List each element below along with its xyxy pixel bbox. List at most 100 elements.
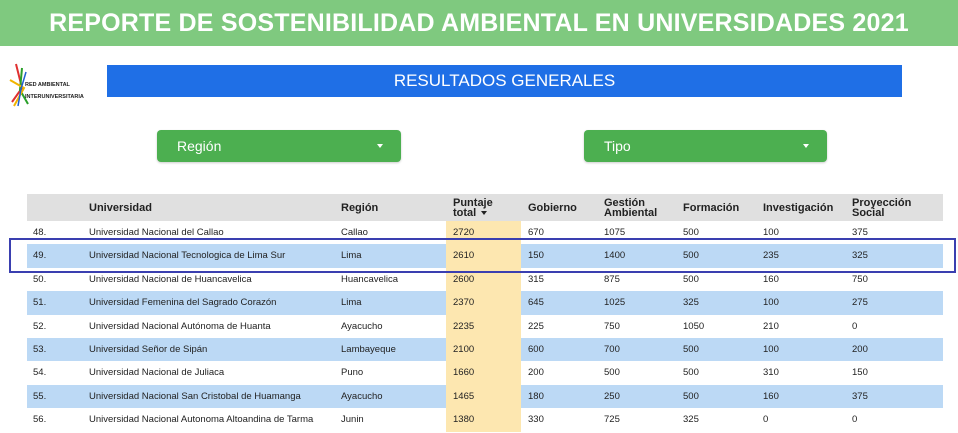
table-row[interactable]: 55. Universidad Nacional San Cristobal de… <box>27 384 943 409</box>
cell-puntaje: 2235 <box>453 320 475 332</box>
score-cell-background <box>446 244 521 268</box>
table-row[interactable]: 51. Universidad Femenina del Sagrado Cora… <box>27 291 943 315</box>
table-body: 48. Universidad Nacional del Callao Callao… <box>27 221 943 432</box>
cell-puntaje: 2610 <box>453 250 475 262</box>
table-row[interactable]: 53. Universidad Señor de Sipán Lambayeque 2… <box>27 337 943 362</box>
cell-gobierno: 315 <box>528 273 544 285</box>
cell-investigacion: 235 <box>763 250 779 262</box>
cell-puntaje: 1380 <box>453 414 475 426</box>
table-row[interactable]: 49. Universidad Nacional Tecnologica de L… <box>27 244 943 268</box>
table-row[interactable]: 54. Universidad Nacional de Juliaca Puno 16… <box>27 361 943 384</box>
cell-region: Ayacucho <box>341 320 383 332</box>
results-table: Universidad Región Puntaje total Gobiern… <box>27 194 943 432</box>
cell-investigacion: 160 <box>763 273 779 285</box>
cell-universidad: Universidad Nacional San Cristobal de Hu… <box>89 390 301 402</box>
cell-proyeccion: 0 <box>852 320 858 332</box>
results-title: RESULTADOS GENERALES <box>107 65 902 97</box>
cell-gobierno: 670 <box>528 227 544 238</box>
cell-formacion: 500 <box>683 390 699 402</box>
cell-rank: 54. <box>33 367 47 379</box>
header-proyeccion-line2: Social <box>852 206 885 219</box>
cell-puntaje: 2720 <box>453 227 475 238</box>
cell-gobierno: 600 <box>528 343 544 355</box>
cell-puntaje: 1660 <box>453 367 475 379</box>
header-formacion[interactable]: Formación <box>683 201 740 214</box>
cell-proyeccion: 375 <box>852 390 868 402</box>
cell-investigacion: 100 <box>763 297 779 309</box>
header-proyeccion-line1: Proyección <box>852 196 912 209</box>
region-dropdown-label: Región <box>177 138 222 154</box>
cell-proyeccion: 375 <box>852 227 868 238</box>
cell-proyeccion: 150 <box>852 367 868 379</box>
header-gestion-ambiental[interactable]: Gestión Ambiental <box>604 194 657 221</box>
cell-region: Puno <box>341 367 364 379</box>
cell-puntaje: 1465 <box>453 390 475 402</box>
cell-investigacion: 310 <box>763 367 779 379</box>
cell-gestion: 1075 <box>604 227 626 238</box>
cell-gobierno: 225 <box>528 320 544 332</box>
cell-formacion: 500 <box>683 343 699 355</box>
cell-proyeccion: 750 <box>852 273 868 285</box>
cell-universidad: Universidad Nacional Autonoma Altoandina… <box>89 414 314 426</box>
header-gobierno[interactable]: Gobierno <box>528 201 577 214</box>
logo-line-2: INTERUNIVERSITARIA <box>25 94 84 100</box>
cell-investigacion: 0 <box>763 414 769 426</box>
red-ambiental-logo: RED AMBIENTAL INTERUNIVERSITARIA <box>8 62 88 108</box>
cell-formacion: 1050 <box>683 320 705 332</box>
region-dropdown[interactable]: Región <box>157 130 401 162</box>
cell-region: Junin <box>341 414 364 426</box>
cell-puntaje: 2370 <box>453 297 475 309</box>
score-cell-background <box>446 291 521 315</box>
cell-gestion: 700 <box>604 343 620 355</box>
header-puntaje-line2: total <box>453 206 477 219</box>
cell-proyeccion: 275 <box>852 297 868 309</box>
cell-gobierno: 330 <box>528 414 544 426</box>
tipo-dropdown[interactable]: Tipo <box>584 130 827 162</box>
cell-formacion: 500 <box>683 227 699 238</box>
header-puntaje-total[interactable]: Puntaje total <box>453 194 493 221</box>
cell-puntaje: 2100 <box>453 343 475 355</box>
cell-gobierno: 645 <box>528 297 544 309</box>
logo-mark-icon <box>9 63 29 107</box>
cell-gestion: 725 <box>604 414 620 426</box>
cell-rank: 49. <box>33 250 47 262</box>
cell-gestion: 750 <box>604 320 620 332</box>
cell-region: Lima <box>341 297 362 309</box>
cell-investigacion: 100 <box>763 343 779 355</box>
table-row[interactable]: 48. Universidad Nacional del Callao Callao… <box>27 221 943 244</box>
cell-region: Lima <box>341 250 362 262</box>
cell-gestion: 1400 <box>604 250 626 262</box>
table-row[interactable]: 56. Universidad Nacional Autonoma Altoand… <box>27 408 943 431</box>
chevron-down-icon <box>803 144 809 148</box>
cell-proyeccion: 200 <box>852 343 868 355</box>
table-row[interactable]: 52. Universidad Nacional Autónoma de Huan… <box>27 315 943 338</box>
cell-rank: 53. <box>33 343 47 355</box>
cell-gestion: 500 <box>604 367 620 379</box>
header-proyeccion-social[interactable]: Proyección Social <box>852 194 911 221</box>
cell-gestion: 875 <box>604 273 620 285</box>
cell-region: Callao <box>341 227 368 238</box>
header-universidad[interactable]: Universidad <box>89 201 152 214</box>
logo-line-1: RED AMBIENTAL <box>25 82 70 88</box>
header-region[interactable]: Región <box>341 201 379 214</box>
cell-region: Ayacucho <box>341 390 383 402</box>
table-header: Universidad Región Puntaje total Gobiern… <box>27 194 943 221</box>
header-gestion-line1: Gestión <box>604 196 645 209</box>
cell-rank: 50. <box>33 273 47 285</box>
cell-gobierno: 150 <box>528 250 544 262</box>
cell-formacion: 500 <box>683 250 699 262</box>
report-title: REPORTE DE SOSTENIBILIDAD AMBIENTAL EN U… <box>0 0 958 46</box>
cell-formacion: 500 <box>683 367 699 379</box>
header-gestion-line2: Ambiental <box>604 206 658 219</box>
tipo-dropdown-label: Tipo <box>604 138 631 154</box>
cell-rank: 56. <box>33 414 47 426</box>
table-row[interactable]: 50. Universidad Nacional de Huancavelica H… <box>27 268 943 291</box>
cell-region: Lambayeque <box>341 343 396 355</box>
sort-desc-icon <box>481 210 488 215</box>
score-cell-background <box>446 337 521 362</box>
cell-formacion: 500 <box>683 273 699 285</box>
cell-investigacion: 100 <box>763 227 779 238</box>
header-investigacion[interactable]: Investigación <box>763 201 834 214</box>
cell-universidad: Universidad Femenina del Sagrado Corazón <box>89 297 277 309</box>
header-puntaje-line1: Puntaje <box>453 196 493 209</box>
